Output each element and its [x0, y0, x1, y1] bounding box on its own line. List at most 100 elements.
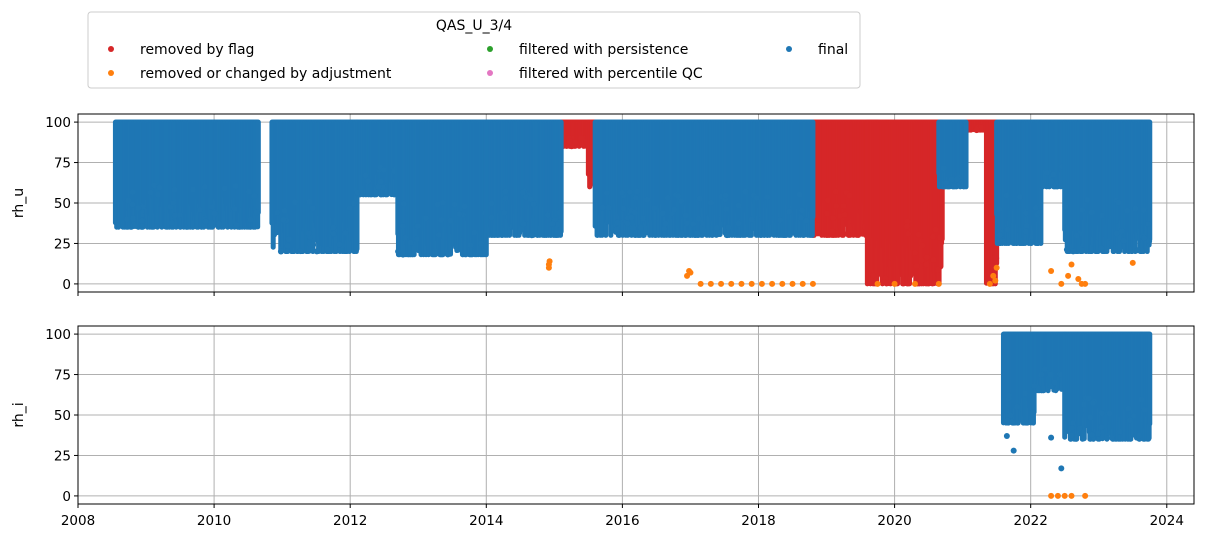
data-point [738, 280, 745, 287]
data-point [400, 251, 407, 258]
data-point [407, 239, 414, 246]
data-point [1132, 205, 1139, 212]
data-point [1113, 230, 1120, 237]
legend-marker-removed-by-flag [108, 46, 114, 52]
data-point [990, 272, 997, 279]
data-point [520, 221, 527, 228]
data-point [764, 194, 771, 201]
data-point [434, 201, 441, 208]
data-point [1010, 447, 1017, 454]
data-point [1108, 434, 1115, 441]
data-point [233, 222, 240, 229]
data-point [1141, 406, 1148, 413]
data-point [1095, 430, 1102, 437]
data-point [614, 219, 621, 226]
data-point [1129, 259, 1136, 266]
data-point [156, 184, 163, 191]
data-point [125, 197, 132, 204]
y-tick-label: 50 [54, 196, 71, 212]
data-point [1051, 379, 1058, 386]
legend-label-final: final [818, 42, 848, 58]
data-point [310, 241, 317, 248]
data-point [467, 242, 474, 249]
data-point [1003, 192, 1010, 199]
data-point [1088, 209, 1095, 216]
series-removed-by-flag [558, 119, 1000, 287]
data-point [284, 242, 291, 249]
legend-label-removed-or-changed: removed or changed by adjustment [140, 66, 392, 82]
data-point [1016, 193, 1023, 200]
data-point [123, 216, 130, 223]
data-point [1116, 428, 1123, 435]
data-point [351, 200, 358, 207]
data-point [662, 220, 669, 227]
data-point [245, 188, 252, 195]
data-point [1050, 171, 1057, 178]
data-point [659, 210, 666, 217]
data-point [190, 186, 197, 193]
data-point [544, 212, 551, 219]
data-point [1098, 245, 1105, 252]
data-point [718, 280, 725, 287]
data-point [628, 214, 635, 221]
data-point [346, 205, 353, 212]
data-point [1125, 405, 1132, 412]
data-point [758, 280, 765, 287]
data-point [1048, 492, 1055, 499]
x-tick-label: 2014 [469, 513, 503, 529]
x-tick-label: 2010 [197, 513, 231, 529]
x-tick-label: 2016 [605, 513, 639, 529]
data-point [728, 280, 735, 287]
data-point [1138, 396, 1145, 403]
data-point [671, 206, 678, 213]
series-removed-or-changed-by-adjustment [1048, 492, 1089, 499]
data-point [527, 196, 534, 203]
data-point [803, 217, 810, 224]
data-point [211, 210, 218, 217]
data-point [556, 209, 563, 216]
legend-marker-filtered-percentile [487, 70, 493, 76]
data-point [942, 180, 949, 187]
data-point [823, 210, 830, 217]
data-point [687, 269, 694, 276]
data-point [630, 225, 637, 232]
data-point [1082, 280, 1089, 287]
data-point [1079, 207, 1086, 214]
data-point [171, 212, 178, 219]
data-point [798, 207, 805, 214]
data-point [221, 185, 228, 192]
data-point [488, 200, 495, 207]
data-point [997, 232, 1004, 239]
data-point [168, 219, 175, 226]
data-point [330, 224, 337, 231]
y-tick-label: 50 [54, 408, 71, 424]
data-point [742, 188, 749, 195]
data-point [330, 230, 337, 237]
data-point [313, 248, 320, 255]
data-point [365, 178, 372, 185]
data-point [682, 212, 689, 219]
data-point [931, 280, 938, 287]
data-point [814, 230, 821, 237]
data-point [1058, 465, 1065, 472]
data-point [664, 194, 671, 201]
data-point [833, 202, 840, 209]
data-point [1022, 390, 1029, 397]
data-point [940, 165, 947, 172]
data-point [1134, 247, 1141, 254]
data-point [696, 195, 703, 202]
data-point [129, 189, 136, 196]
legend-label-removed-by-flag: removed by flag [140, 42, 254, 58]
data-point [132, 222, 139, 229]
data-point [796, 191, 803, 198]
data-point [695, 215, 702, 222]
data-point [786, 208, 793, 215]
data-point [1058, 280, 1065, 287]
data-point [708, 199, 715, 206]
data-point [280, 216, 287, 223]
data-point [170, 200, 177, 207]
data-point [779, 280, 786, 287]
data-point [748, 216, 755, 223]
data-point [683, 220, 690, 227]
